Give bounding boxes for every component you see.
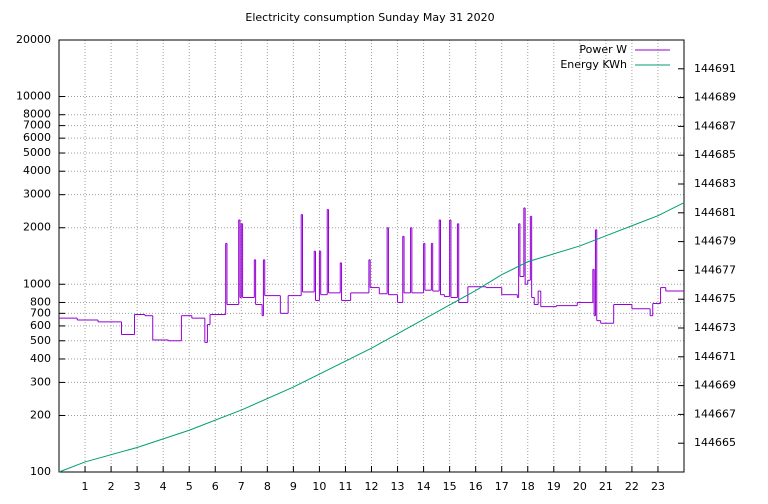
y2-tick-label: 144673 <box>694 321 736 334</box>
y-tick-label: 100 <box>30 465 51 478</box>
x-tick-label: 6 <box>212 480 219 493</box>
y-tick-label: 700 <box>30 306 51 319</box>
y2-tick-label: 144679 <box>694 235 736 248</box>
y-tick-label: 300 <box>30 375 51 388</box>
energy-line <box>58 202 685 473</box>
y2-tick-label: 144685 <box>694 148 736 161</box>
x-tick-label: 13 <box>391 480 405 493</box>
x-tick-label: 20 <box>573 480 587 493</box>
y-tick-label: 2000 <box>23 221 51 234</box>
legend-label: Energy KWh <box>560 58 627 71</box>
y2-tick-label: 144675 <box>694 292 736 305</box>
x-tick-label: 1 <box>82 480 89 493</box>
y2-tick-label: 144683 <box>694 177 736 190</box>
y-tick-label: 3000 <box>23 188 51 201</box>
y-tick-label: 8000 <box>23 108 51 121</box>
y-tick-label: 10000 <box>16 90 51 103</box>
x-tick-label: 5 <box>186 480 193 493</box>
x-tick-label: 3 <box>134 480 141 493</box>
y-tick-label: 20000 <box>16 33 51 46</box>
y-tick-label: 400 <box>30 352 51 365</box>
y2-tick-label: 144667 <box>694 407 736 420</box>
y2-tick-label: 144681 <box>694 206 736 219</box>
x-tick-label: 17 <box>495 480 509 493</box>
x-tick-label: 12 <box>365 480 379 493</box>
y2-tick-label: 144689 <box>694 91 736 104</box>
y-tick-label: 4000 <box>23 164 51 177</box>
y2-tick-label: 144671 <box>694 350 736 363</box>
y-tick-label: 5000 <box>23 146 51 159</box>
y-tick-label: 6000 <box>23 131 51 144</box>
x-tick-label: 15 <box>443 480 457 493</box>
x-tick-label: 21 <box>599 480 613 493</box>
y-tick-label: 200 <box>30 408 51 421</box>
x-tick-label: 9 <box>290 480 297 493</box>
y-tick-label: 600 <box>30 319 51 332</box>
legend-label: Power W <box>579 43 627 56</box>
y2-tick-label: 144677 <box>694 263 736 276</box>
y2-tick-label: 144665 <box>694 436 736 449</box>
x-tick-label: 7 <box>238 480 245 493</box>
y-tick-label: 800 <box>30 295 51 308</box>
x-tick-label: 4 <box>160 480 167 493</box>
x-tick-label: 22 <box>625 480 639 493</box>
x-tick-label: 23 <box>651 480 665 493</box>
chart-title: Electricity consumption Sunday May 31 20… <box>245 11 494 24</box>
x-tick-label: 11 <box>338 480 352 493</box>
y-tick-label: 1000 <box>23 277 51 290</box>
y2-tick-label: 144687 <box>694 119 736 132</box>
x-tick-label: 10 <box>312 480 326 493</box>
x-tick-label: 19 <box>547 480 561 493</box>
x-tick-label: 8 <box>264 480 271 493</box>
y2-tick-label: 144669 <box>694 379 736 392</box>
y-tick-label: 7000 <box>23 119 51 132</box>
x-tick-label: 16 <box>469 480 483 493</box>
x-tick-label: 14 <box>417 480 431 493</box>
plot-border <box>58 39 685 473</box>
y-tick-label: 500 <box>30 334 51 347</box>
x-tick-label: 18 <box>521 480 535 493</box>
y2-tick-label: 144691 <box>694 62 736 75</box>
x-tick-label: 2 <box>108 480 115 493</box>
